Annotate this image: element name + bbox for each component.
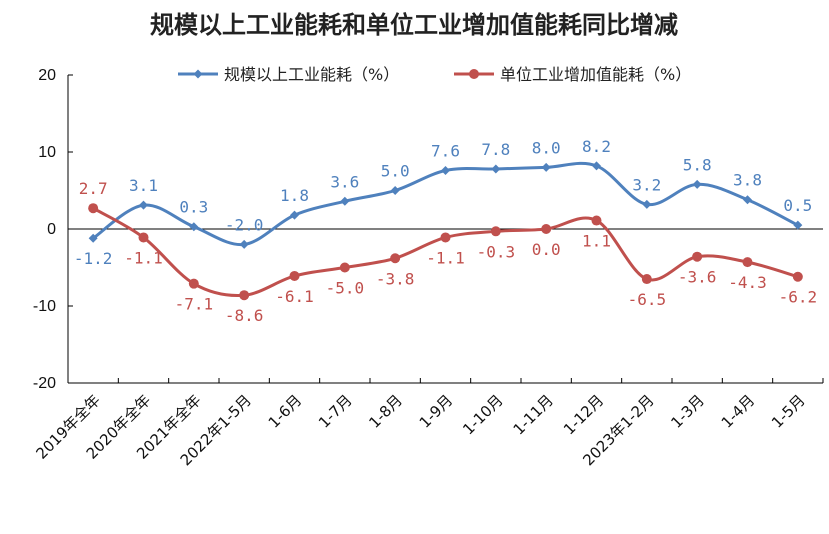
series-2-point [541,224,552,234]
y-tick-label: 20 [38,67,56,84]
series-1-data-label: 7.8 [481,140,510,159]
series-1-point [642,199,652,209]
legend-marker-1 [193,69,203,79]
series-2-data-label: -4.3 [728,273,767,292]
x-tick-label: 1-7月 [315,391,356,432]
series-2-point [792,271,803,282]
series-1-point [139,200,148,210]
series-2-data-label: -1.1 [124,248,163,267]
y-tick-label: -20 [33,375,56,392]
series-2-data-label: 1.1 [582,232,611,251]
series-2-data-label: -3.8 [376,269,415,288]
series-2-point [692,251,703,262]
series-1-data-label: 3.6 [330,172,359,191]
series-2-point [440,232,451,243]
series-2-data-label: 2.7 [79,179,108,198]
series-1-data-label: 1.8 [280,186,309,205]
series-2-point [390,253,401,264]
series-1-point [541,162,551,172]
y-tick-label: 10 [38,144,56,161]
series-1-point [743,195,752,205]
chart-title: 规模以上工业能耗和单位工业增加值能耗同比增减 [150,11,678,39]
series-2-point [239,290,250,301]
legend: 规模以上工业能耗（%） 单位工业增加值能耗（%） [178,65,691,84]
series-2-data-label: -6.5 [628,290,667,309]
y-tick-label: 0 [47,221,56,238]
series-1-point [189,222,199,232]
data-labels: -1.2 2.7 3.1 -1.1 0.3 -7.1 -2.0 -8.6 1.8 -6.1 3.6 -… [74,137,817,325]
series-1-data-label: 3.1 [129,176,158,195]
series-2-point [88,203,99,214]
legend-label-1: 规模以上工业能耗（%） [224,65,399,84]
series-2-data-label: -6.1 [275,287,314,306]
x-tick-label: 1-12月 [560,391,607,438]
series-1-data-label: -1.2 [74,249,113,268]
series-1-point [491,164,501,174]
series-1-point [441,165,450,175]
x-tick-label: 1-4月 [718,391,759,432]
series-1-data-label: 3.8 [733,171,762,190]
series-1-data-label: 8.0 [532,138,561,157]
series-2-point [742,257,753,268]
series-1-point [692,179,702,189]
series-1-data-label: -2.0 [225,215,264,234]
series-1-point [793,220,803,230]
series-2-point [339,262,350,273]
series-1-point [239,239,249,249]
series-2-point [188,278,199,289]
x-tick-label: 1-10月 [459,391,506,438]
x-tick-label: 1-9月 [416,391,457,432]
x-tick-label: 1-5月 [768,391,809,432]
series-2-data-label: -8.6 [225,306,264,325]
series-2-data-label: -0.3 [477,242,516,261]
series-2-point [591,215,602,226]
series-2-data-label: -3.6 [678,268,717,287]
series-2-point [641,274,652,285]
series-2-data-label: -7.1 [175,295,214,314]
series-1-data-label: 5.0 [381,162,410,181]
series-2-data-label: -1.1 [426,248,465,267]
legend-marker-2 [469,69,479,79]
series-1-data-label: 0.5 [783,196,812,215]
series-1-data-label: 5.8 [683,155,712,174]
series-1-point [340,196,350,206]
series-1-point [290,210,299,220]
series-2-point [138,232,149,243]
series-1-data-label: 7.6 [431,141,460,160]
series-1-data-label: 3.2 [632,175,661,194]
series-2-point [490,226,501,237]
series-1-point [88,233,98,243]
series-layer [88,161,803,301]
series-2-data-label: -5.0 [326,279,365,298]
x-tick-label: 1-6月 [265,391,306,432]
series-1-point [592,161,601,171]
y-tick-label: -10 [33,298,56,315]
series-1-data-label: 0.3 [179,198,208,217]
x-tick-label: 1-11月 [510,391,557,438]
series-2-data-label: -6.2 [779,288,818,307]
series-2-data-label: 0.0 [532,240,561,259]
series-2-point [289,270,300,281]
x-tick-label: 1-3月 [667,391,708,432]
series-1-data-label: 8.2 [582,137,611,156]
x-tick-label: 1-8月 [365,391,406,432]
legend-label-2: 单位工业增加值能耗（%） [500,65,691,84]
series-1-point [390,186,400,195]
